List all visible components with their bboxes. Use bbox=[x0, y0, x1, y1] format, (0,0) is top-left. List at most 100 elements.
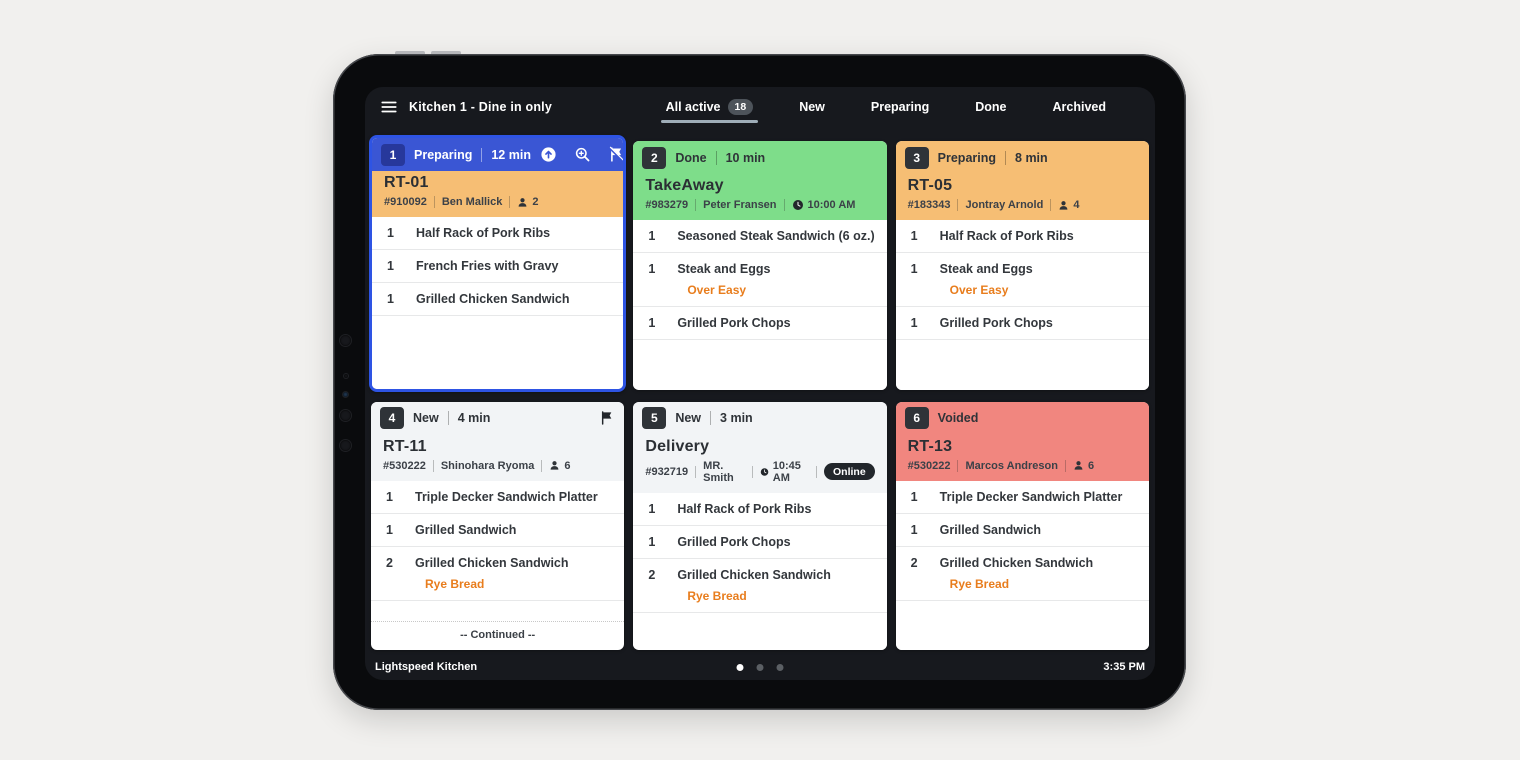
order-title: RT-13 bbox=[907, 437, 953, 455]
tab-label: Archived bbox=[1052, 100, 1107, 114]
item-name: Steak and Eggs bbox=[677, 262, 771, 276]
pagination-dot[interactable] bbox=[736, 663, 744, 671]
order-header: Delivery #932719 MR. Smith bbox=[633, 434, 887, 493]
customer-name: Shinohara Ryoma bbox=[440, 459, 535, 472]
customer-name: Marcos Andreson bbox=[965, 459, 1058, 472]
order-item-row: 1 Grilled Sandwich bbox=[895, 514, 1149, 547]
order-item-row: 1 Seasoned Steak Sandwich (6 oz.) bbox=[633, 220, 887, 253]
subtitle-divider bbox=[695, 465, 697, 478]
order-item-row: 2 Grilled Chicken Sandwich Rye Bread bbox=[371, 547, 625, 601]
tab-all-active[interactable]: All active 18 bbox=[660, 87, 759, 127]
item-name-group: Seasoned Steak Sandwich (6 oz.) bbox=[677, 229, 874, 243]
order-card[interactable]: 6 Voided bbox=[895, 401, 1149, 650]
menu-icon[interactable] bbox=[380, 98, 398, 116]
order-number-badge: 5 bbox=[642, 407, 667, 429]
order-card[interactable]: 1 Preparing 12 min bbox=[369, 135, 627, 392]
order-card[interactable]: 5 New 3 min bbox=[633, 401, 887, 650]
order-title: TakeAway bbox=[645, 177, 724, 194]
app-name: Lightspeed Kitchen bbox=[375, 661, 478, 673]
order-elapsed-time: 10 min bbox=[725, 150, 766, 165]
camera-lens bbox=[340, 410, 351, 421]
guest-count: 6 bbox=[564, 459, 571, 472]
order-card[interactable]: 2 Done 10 min bbox=[633, 141, 887, 390]
pickup-time-group: 10:00 AM bbox=[792, 199, 855, 211]
item-name: Grilled Chicken Sandwich bbox=[415, 555, 569, 570]
subtitle-divider bbox=[433, 196, 435, 208]
order-header: TakeAway #983279 Peter Fransen bbox=[633, 174, 887, 220]
pagination-dot[interactable] bbox=[776, 663, 784, 671]
item-modifier: Rye Bread bbox=[425, 576, 485, 591]
order-item-row: 1 Triple Decker Sandwich Platter bbox=[895, 481, 1149, 514]
order-id: #530222 bbox=[907, 459, 951, 472]
order-item-row: 1 Half Rack of Pork Ribs bbox=[633, 493, 887, 526]
order-item-row: 1 Triple Decker Sandwich Platter bbox=[371, 481, 625, 514]
item-quantity: 1 bbox=[910, 262, 918, 276]
item-name: Seasoned Steak Sandwich (6 oz.) bbox=[677, 229, 875, 243]
item-name-group: French Fries with Gravy bbox=[416, 259, 558, 273]
order-item-row: 1 Steak and Eggs Over Easy bbox=[633, 253, 887, 307]
item-quantity: 1 bbox=[648, 501, 656, 516]
order-title: Delivery bbox=[645, 437, 710, 455]
order-status-label: Voided bbox=[937, 411, 979, 425]
bottom-bar: Lightspeed Kitchen 3:35 PM bbox=[365, 654, 1155, 680]
order-elapsed-time: 3 min bbox=[720, 411, 753, 425]
order-card[interactable]: 4 New 4 min bbox=[371, 401, 625, 650]
order-items: 1 Half Rack of Pork Ribs 1 French Fries … bbox=[372, 217, 624, 389]
order-number-badge: 1 bbox=[381, 143, 405, 166]
tab-preparing[interactable]: Preparing bbox=[871, 87, 929, 127]
item-name: Half Rack of Pork Ribs bbox=[677, 501, 812, 516]
pickup-time: 10:45 AM bbox=[772, 459, 801, 484]
subtitle-divider bbox=[1050, 199, 1052, 211]
guest-count: 4 bbox=[1073, 199, 1080, 211]
order-number-badge: 4 bbox=[380, 407, 404, 429]
status-divider bbox=[710, 411, 712, 425]
tab-archived[interactable]: Archived bbox=[1053, 87, 1107, 127]
item-name: Triple Decker Sandwich Platter bbox=[939, 489, 1123, 504]
order-card[interactable]: 3 Preparing 8 min bbox=[895, 141, 1149, 390]
order-item-row: 1 French Fries with Gravy bbox=[372, 250, 624, 283]
subtitle-divider bbox=[751, 465, 753, 478]
subtitle-divider bbox=[432, 459, 434, 472]
tab-new[interactable]: New bbox=[799, 87, 825, 127]
order-status-label: Done bbox=[675, 150, 707, 165]
clock-icon bbox=[760, 467, 768, 476]
arrow-up-circle-icon[interactable] bbox=[540, 146, 557, 163]
zoom-in-icon[interactable] bbox=[574, 146, 591, 163]
flag-off-icon[interactable] bbox=[608, 146, 625, 163]
item-name: Grilled Pork Chops bbox=[677, 534, 791, 549]
order-status-bar: 3 Preparing 8 min bbox=[895, 141, 1149, 174]
item-name-group: Grilled Chicken Sandwich Rye Bread bbox=[677, 568, 831, 603]
item-name-group: Triple Decker Sandwich Platter bbox=[415, 490, 598, 504]
order-id: #910092 bbox=[384, 196, 427, 208]
tab-done[interactable]: Done bbox=[975, 87, 1006, 127]
item-name: Half Rack of Pork Ribs bbox=[939, 229, 1074, 243]
tablet-frame: Kitchen 1 - Dine in only All active 18 N… bbox=[333, 51, 1186, 710]
item-name-group: Triple Decker Sandwich Platter bbox=[940, 490, 1123, 504]
item-name-group: Grilled Sandwich bbox=[940, 523, 1041, 537]
order-status-bar: 2 Done 10 min bbox=[633, 141, 887, 174]
order-id: #932719 bbox=[645, 465, 689, 478]
pagination-dot[interactable] bbox=[756, 663, 764, 671]
current-time: 3:35 PM bbox=[1103, 661, 1145, 673]
order-id: #183343 bbox=[907, 199, 951, 211]
tab-label: Preparing bbox=[870, 100, 930, 114]
tab-label: Done bbox=[975, 100, 1007, 114]
order-item-row: 1 Grilled Chicken Sandwich bbox=[372, 283, 624, 316]
person-icon bbox=[550, 461, 559, 470]
tab-label: All active bbox=[665, 100, 721, 114]
item-name: Grilled Chicken Sandwich bbox=[677, 567, 831, 582]
subtitle-divider bbox=[783, 199, 785, 211]
camera-mic-dot bbox=[344, 374, 348, 378]
order-subtitle: #530222 Marcos Andreson 6 bbox=[907, 459, 1137, 472]
order-card-grid: 1 Preparing 12 min bbox=[365, 127, 1155, 654]
customer-name: Peter Fransen bbox=[703, 199, 777, 211]
item-name-group: Half Rack of Pork Ribs bbox=[677, 502, 811, 516]
guest-count: 2 bbox=[532, 196, 539, 208]
order-item-row: 1 Grilled Pork Chops bbox=[895, 307, 1149, 340]
person-icon bbox=[1074, 461, 1083, 470]
item-name: French Fries with Gravy bbox=[416, 259, 559, 273]
item-name-group: Grilled Pork Chops bbox=[940, 316, 1053, 330]
item-quantity: 1 bbox=[648, 262, 656, 276]
item-modifier: Rye Bread bbox=[949, 576, 1010, 591]
item-modifier: Over Easy bbox=[687, 283, 747, 297]
